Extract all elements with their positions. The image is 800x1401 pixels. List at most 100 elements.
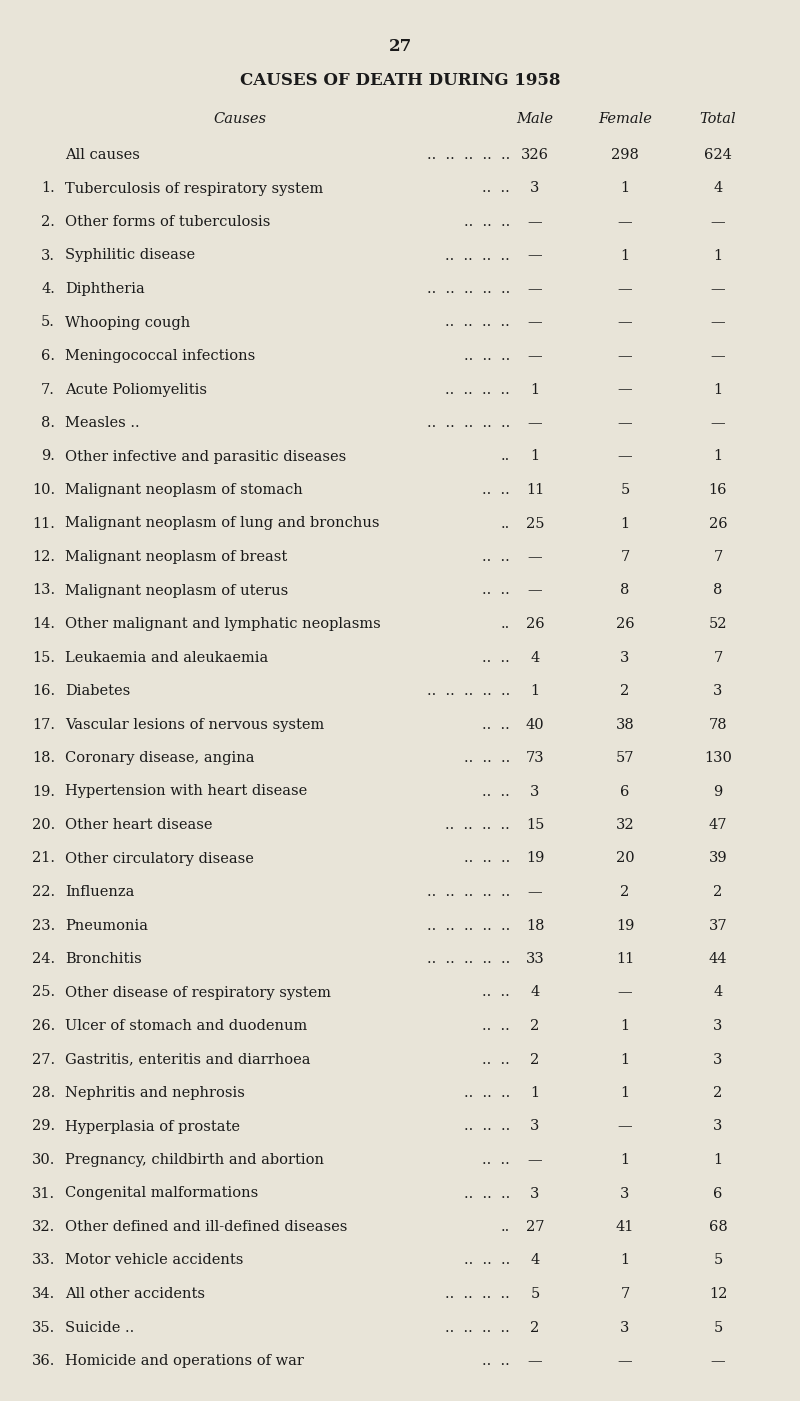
Text: 44: 44 [709,953,727,967]
Text: Vascular lesions of nervous system: Vascular lesions of nervous system [65,717,324,731]
Text: 4: 4 [530,985,540,999]
Text: 8: 8 [714,583,722,597]
Text: 3: 3 [620,650,630,664]
Text: —: — [618,985,632,999]
Text: 33.: 33. [32,1254,55,1268]
Text: 1: 1 [621,248,630,262]
Text: 7.: 7. [41,382,55,396]
Text: 1: 1 [621,517,630,531]
Text: ..  ..: .. .. [482,650,510,664]
Text: 68: 68 [709,1220,727,1234]
Text: —: — [618,214,632,228]
Text: —: — [710,315,726,329]
Text: ..  ..: .. .. [482,551,510,565]
Text: Female: Female [598,112,652,126]
Text: 9: 9 [714,785,722,799]
Text: 1: 1 [530,1086,539,1100]
Text: 26: 26 [526,616,544,630]
Text: 7: 7 [620,551,630,565]
Text: 6.: 6. [41,349,55,363]
Text: 2: 2 [620,885,630,899]
Text: 39: 39 [709,852,727,866]
Text: 73: 73 [526,751,544,765]
Text: 27: 27 [526,1220,544,1234]
Text: 5: 5 [620,483,630,497]
Text: 57: 57 [616,751,634,765]
Text: 6: 6 [620,785,630,799]
Text: —: — [710,282,726,296]
Text: Other forms of tuberculosis: Other forms of tuberculosis [65,214,270,228]
Text: ..  ..  ..: .. .. .. [464,1086,510,1100]
Text: Other infective and parasitic diseases: Other infective and parasitic diseases [65,450,346,464]
Text: ..  ..  ..  ..  ..: .. .. .. .. .. [426,919,510,933]
Text: ..  ..  ..  ..: .. .. .. .. [446,382,510,396]
Text: Syphilitic disease: Syphilitic disease [65,248,195,262]
Text: 24.: 24. [32,953,55,967]
Text: 16.: 16. [32,684,55,698]
Text: Malignant neoplasm of uterus: Malignant neoplasm of uterus [65,583,288,597]
Text: ..: .. [501,616,510,630]
Text: 4.: 4. [41,282,55,296]
Text: ..  ..  ..  ..: .. .. .. .. [446,1288,510,1302]
Text: Other circulatory disease: Other circulatory disease [65,852,254,866]
Text: ..  ..: .. .. [482,483,510,497]
Text: Other disease of respiratory system: Other disease of respiratory system [65,985,331,999]
Text: 1: 1 [621,1019,630,1033]
Text: Whooping cough: Whooping cough [65,315,190,329]
Text: Acute Poliomyelitis: Acute Poliomyelitis [65,382,207,396]
Text: Suicide ..: Suicide .. [65,1321,134,1335]
Text: Leukaemia and aleukaemia: Leukaemia and aleukaemia [65,650,268,664]
Text: 3: 3 [620,1321,630,1335]
Text: 28.: 28. [32,1086,55,1100]
Text: 11: 11 [526,483,544,497]
Text: Ulcer of stomach and duodenum: Ulcer of stomach and duodenum [65,1019,307,1033]
Text: —: — [528,416,542,430]
Text: ..  ..: .. .. [482,1019,510,1033]
Text: ..  ..  ..  ..  ..: .. .. .. .. .. [426,149,510,163]
Text: 52: 52 [709,616,727,630]
Text: 14.: 14. [32,616,55,630]
Text: —: — [618,1353,632,1367]
Text: 3: 3 [530,785,540,799]
Text: —: — [710,349,726,363]
Text: Meningococcal infections: Meningococcal infections [65,349,255,363]
Text: 11.: 11. [32,517,55,531]
Text: Other heart disease: Other heart disease [65,818,213,832]
Text: ..  ..  ..  ..  ..: .. .. .. .. .. [426,416,510,430]
Text: Tuberculosis of respiratory system: Tuberculosis of respiratory system [65,182,323,196]
Text: 8.: 8. [41,416,55,430]
Text: —: — [618,416,632,430]
Text: 4: 4 [714,985,722,999]
Text: —: — [528,1153,542,1167]
Text: 2: 2 [530,1321,540,1335]
Text: 19.: 19. [32,785,55,799]
Text: 15: 15 [526,818,544,832]
Text: ..  ..  ..  ..: .. .. .. .. [446,1321,510,1335]
Text: 1: 1 [621,1086,630,1100]
Text: Pregnancy, childbirth and abortion: Pregnancy, childbirth and abortion [65,1153,324,1167]
Text: —: — [528,315,542,329]
Text: —: — [710,1353,726,1367]
Text: ..  ..  ..  ..  ..: .. .. .. .. .. [426,282,510,296]
Text: 13.: 13. [32,583,55,597]
Text: 37: 37 [709,919,727,933]
Text: 32.: 32. [32,1220,55,1234]
Text: 38: 38 [616,717,634,731]
Text: Gastritis, enteritis and diarrhoea: Gastritis, enteritis and diarrhoea [65,1052,310,1066]
Text: CAUSES OF DEATH DURING 1958: CAUSES OF DEATH DURING 1958 [240,71,560,90]
Text: 624: 624 [704,149,732,163]
Text: 12.: 12. [32,551,55,565]
Text: —: — [618,315,632,329]
Text: Hypertension with heart disease: Hypertension with heart disease [65,785,307,799]
Text: ..  ..: .. .. [482,1353,510,1367]
Text: Motor vehicle accidents: Motor vehicle accidents [65,1254,243,1268]
Text: 3: 3 [530,182,540,196]
Text: Pneumonia: Pneumonia [65,919,148,933]
Text: ..  ..  ..  ..: .. .. .. .. [446,315,510,329]
Text: 17.: 17. [32,717,55,731]
Text: 35.: 35. [32,1321,55,1335]
Text: 1: 1 [714,450,722,464]
Text: —: — [528,248,542,262]
Text: 26: 26 [709,517,727,531]
Text: —: — [528,349,542,363]
